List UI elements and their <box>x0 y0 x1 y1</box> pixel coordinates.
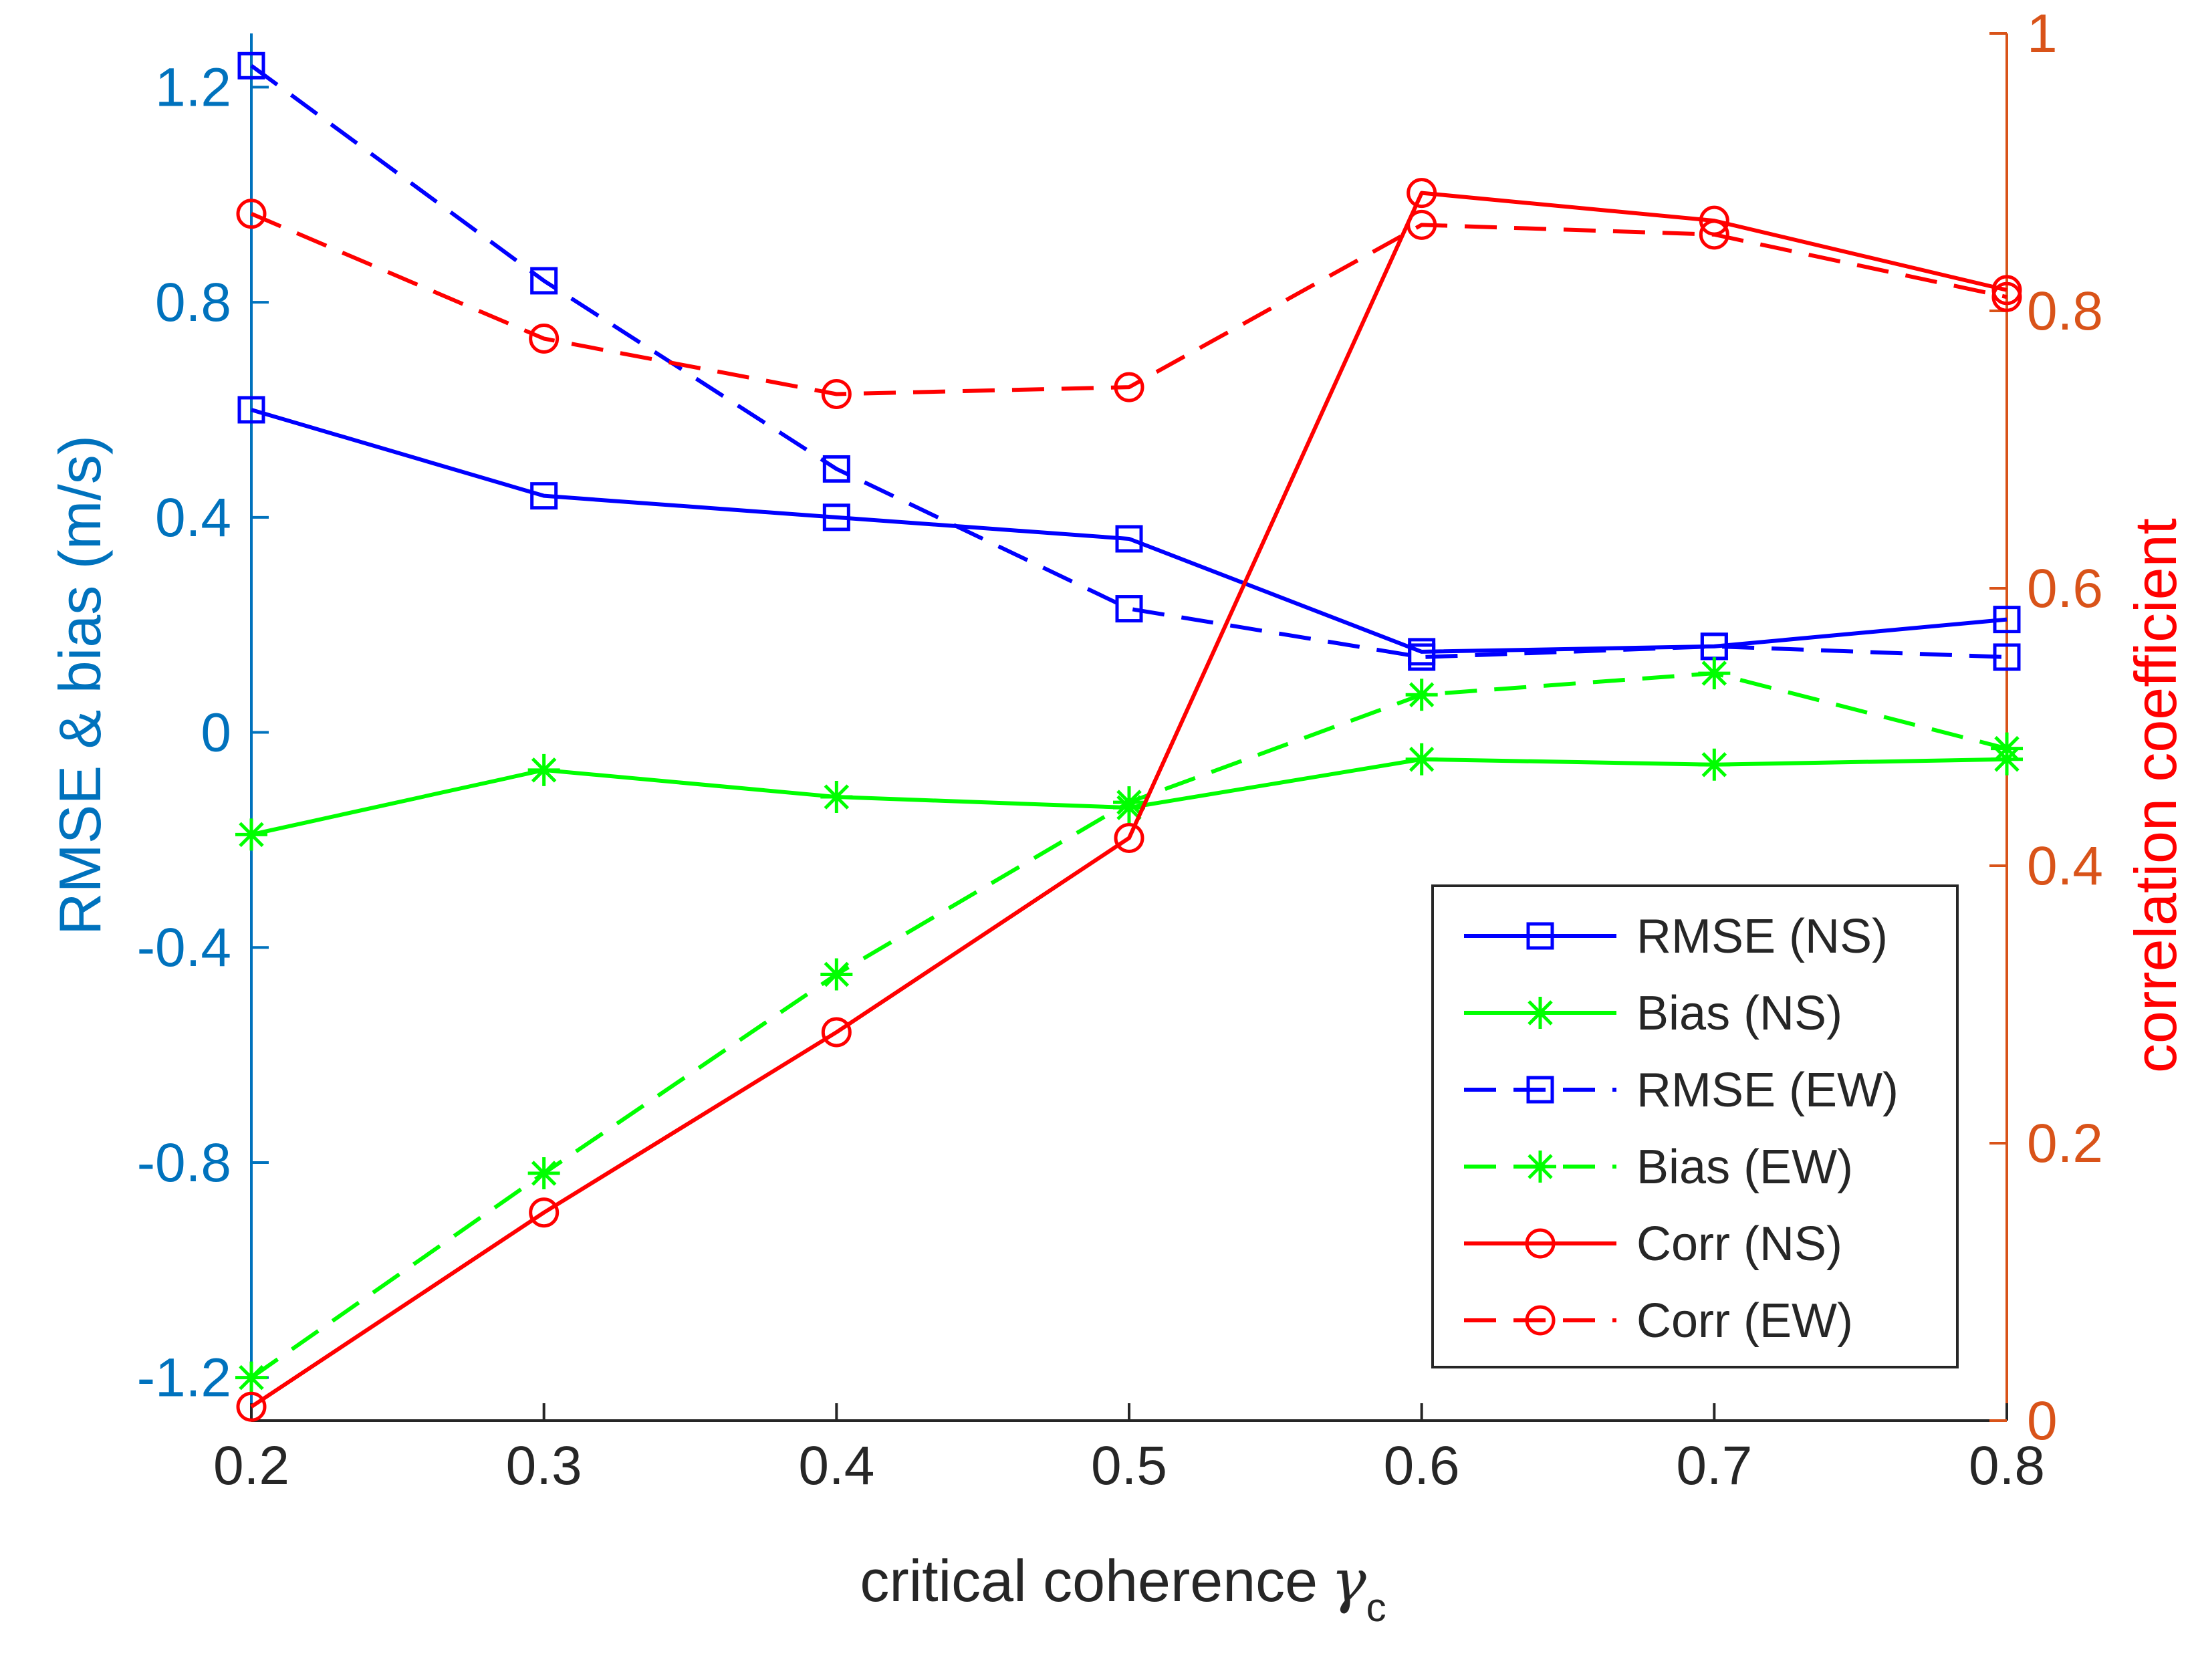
right-tick-label: 1 <box>2027 3 2058 64</box>
legend-entry-rmse-ns: RMSE (NS) <box>1464 910 1888 963</box>
legend-swatch-marker <box>1524 997 1556 1029</box>
axis-titles: critical coherence γc RMSE & bias (m/s) c… <box>47 435 2189 1630</box>
x-axis-title-symbol: γ <box>1331 1546 1366 1615</box>
left-tick-label: 0.8 <box>155 272 231 333</box>
right-tick-label: 0.2 <box>2027 1113 2103 1174</box>
data-point-marker <box>1408 643 1436 671</box>
x-tick-label: 0.7 <box>1676 1435 1752 1496</box>
legend-entry-bias-ew: Bias (EW) <box>1464 1141 1853 1194</box>
x-axis-title-text: critical coherence <box>860 1548 1318 1614</box>
left-tick-label: 1.2 <box>155 57 231 118</box>
data-point-marker <box>1993 606 2021 634</box>
legend-label: Bias (EW) <box>1636 1141 1853 1194</box>
left-tick-label: -1.2 <box>137 1348 231 1409</box>
legend: RMSE (NS) Bias (NS) RMSE (EW) Bias (EW) Corr… <box>1431 884 1959 1368</box>
data-point-marker <box>820 781 853 814</box>
series-corr-ew <box>236 199 2022 409</box>
series-bias-ew <box>235 657 2023 1394</box>
data-point-marker <box>1115 525 1143 553</box>
right-axis-title: correlation coefficient <box>2122 518 2189 1073</box>
data-point-marker <box>1114 372 1144 402</box>
data-point-marker <box>821 1017 852 1048</box>
data-point-marker <box>1698 748 1731 781</box>
legend-label: RMSE (EW) <box>1636 1064 1899 1117</box>
data-point-marker <box>821 379 852 409</box>
legend-label: Bias (NS) <box>1636 987 1842 1040</box>
series-rmse-ew <box>237 51 2021 671</box>
x-axis-title: critical coherence γc <box>860 1546 1386 1630</box>
legend-entry-corr-ew: Corr (EW) <box>1464 1294 1853 1348</box>
data-point-marker <box>1405 679 1438 711</box>
x-tick-label: 0.2 <box>213 1435 289 1496</box>
x-axis-title-subscript: c <box>1366 1585 1386 1630</box>
data-point-marker <box>530 482 558 510</box>
data-point-marker <box>822 455 850 483</box>
left-axis-title: RMSE & bias (m/s) <box>47 435 113 935</box>
legend-swatch-marker <box>1524 1151 1556 1183</box>
legend-box <box>1431 884 1959 1368</box>
data-point-marker <box>235 818 267 851</box>
series-line <box>250 211 2007 396</box>
x-tick-label: 0.6 <box>1384 1435 1460 1496</box>
right-tick-label: 0.4 <box>2027 836 2103 896</box>
data-point-marker <box>1993 643 2021 671</box>
legend-label: RMSE (NS) <box>1636 910 1888 963</box>
x-tick-label: 0.5 <box>1091 1435 1167 1496</box>
data-point-marker <box>1113 786 1145 819</box>
legend-entry-rmse-ew: RMSE (EW) <box>1464 1064 1899 1117</box>
right-tick-label: 0 <box>2027 1391 2058 1451</box>
legend-entry-corr-ns: Corr (NS) <box>1464 1217 1842 1271</box>
legend-swatch-marker <box>1525 1305 1556 1336</box>
data-point-marker <box>820 958 853 991</box>
left-tick-label: 0.4 <box>155 487 231 548</box>
data-point-marker <box>1405 743 1438 775</box>
data-point-marker <box>1114 823 1144 853</box>
data-point-marker <box>1407 209 1437 240</box>
data-point-marker <box>1991 732 2023 765</box>
data-point-marker <box>1991 275 2022 306</box>
data-point-marker <box>1115 595 1143 623</box>
legend-label: Corr (NS) <box>1636 1217 1842 1271</box>
series-line <box>251 408 2007 654</box>
plot-area <box>235 51 2023 1422</box>
data-point-marker <box>236 1391 267 1422</box>
left-tick-label: -0.4 <box>137 917 231 978</box>
data-point-marker <box>236 199 267 229</box>
data-point-marker <box>237 396 265 424</box>
x-tick-label: 0.3 <box>506 1435 582 1496</box>
right-tick-label: 0.8 <box>2027 281 2103 342</box>
series-line <box>250 64 2007 659</box>
data-point-marker <box>1699 219 1729 250</box>
data-point-marker <box>1991 281 2022 312</box>
legend-entry-bias-ns: Bias (NS) <box>1464 987 1842 1040</box>
data-point-marker <box>530 267 558 295</box>
data-point-marker <box>1698 657 1731 690</box>
left-tick-label: 0 <box>201 703 231 763</box>
data-point-marker <box>529 1197 560 1228</box>
data-point-marker <box>235 1361 267 1394</box>
right-tick-label: 0.6 <box>2027 558 2103 619</box>
legend-swatch-marker <box>1526 1076 1554 1104</box>
data-point-marker <box>237 51 265 80</box>
data-point-marker <box>527 1157 560 1190</box>
x-tick-label: 0.4 <box>798 1435 874 1496</box>
data-point-marker <box>529 324 560 354</box>
left-tick-label: -0.8 <box>137 1132 231 1193</box>
legend-swatch-marker <box>1525 1228 1556 1259</box>
data-point-marker <box>822 503 850 531</box>
axes: 0.2 0.3 0.4 0.5 0.6 0.7 0.8 -1.2 -0.8 -0.4 0 0.4 0.8… <box>137 3 2103 1496</box>
legend-swatch-marker <box>1526 922 1554 950</box>
x-tick-label: 0.8 <box>1969 1435 2045 1496</box>
data-point-marker <box>527 753 560 786</box>
legend-label: Corr (EW) <box>1636 1294 1853 1348</box>
series-rmse-ns <box>237 396 2021 666</box>
data-point-marker <box>1407 178 1437 209</box>
